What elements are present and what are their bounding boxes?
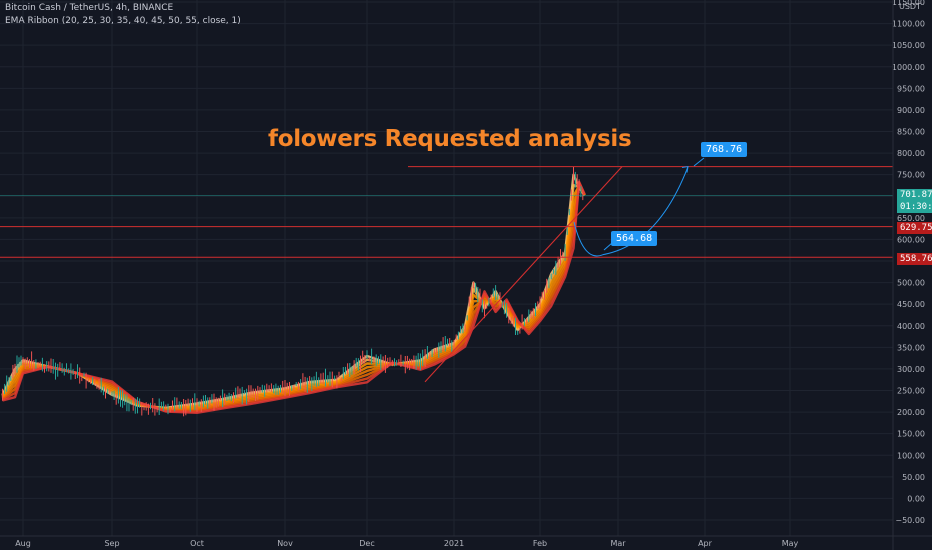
- price-tick-label: 400.00: [897, 322, 925, 331]
- price-tick-label: 300.00: [897, 365, 925, 374]
- price-tick-label: 800.00: [897, 149, 925, 158]
- price-tick-label: 850.00: [897, 128, 925, 137]
- price-tick-label: 950.00: [897, 84, 925, 93]
- ema-band: [2, 180, 586, 414]
- price-tick-label: 1050.00: [892, 41, 925, 50]
- time-tick-label: Sep: [104, 539, 119, 548]
- time-tick-label: Nov: [277, 539, 293, 548]
- time-tick-label: Feb: [533, 539, 547, 548]
- level-upper-badge: 629.75: [897, 222, 932, 234]
- trend-line: [424, 166, 623, 383]
- last-price-badge: 701.87: [897, 189, 932, 201]
- indicator-legend[interactable]: EMA Ribbon (20, 25, 30, 35, 40, 45, 50, …: [5, 16, 241, 26]
- time-axis: Aug Sep Oct Nov Dec 2021 Feb Mar Apr May: [0, 535, 932, 548]
- price-tick-label: 50.00: [902, 473, 925, 482]
- price-tick-label: 450.00: [897, 300, 925, 309]
- ema-band: [1, 173, 586, 409]
- price-tick-label: 600.00: [897, 235, 925, 244]
- dip-callout[interactable]: 564.68: [611, 231, 658, 246]
- price-tick-label: 1100.00: [892, 20, 925, 29]
- time-tick-label: Aug: [15, 539, 31, 548]
- price-tick-label: 500.00: [897, 279, 925, 288]
- time-tick-label: Mar: [610, 539, 626, 548]
- ema-band: [1, 184, 586, 410]
- time-tick-label: May: [782, 539, 799, 548]
- dip-pointer: [603, 242, 613, 251]
- target-callout[interactable]: 768.76: [701, 142, 748, 157]
- price-tick-label: 650.00: [897, 214, 925, 223]
- bar-countdown: 01:30:23: [897, 201, 932, 213]
- level-lower-badge: 558.76: [897, 253, 932, 265]
- time-tick-label: 2021: [444, 539, 464, 548]
- time-tick-label: Apr: [698, 539, 713, 548]
- price-tick-label: 100.00: [897, 451, 925, 460]
- time-tick-label: Oct: [190, 539, 204, 548]
- price-tick-label: 1000.00: [892, 63, 925, 72]
- price-tick-label: 150.00: [897, 430, 925, 439]
- price-axis: 1150.00 1100.00 1050.00 1000.00 950.00 900.00…: [892, 0, 925, 550]
- candles: [2, 167, 584, 417]
- price-tick-label: 900.00: [897, 106, 925, 115]
- price-tick-label: 250.00: [897, 387, 925, 396]
- price-levels: [0, 166, 893, 258]
- time-tick-label: Dec: [359, 539, 374, 548]
- price-tick-label: 1150.00: [892, 0, 925, 7]
- analysis-title: folowers Requested analysis: [268, 126, 632, 152]
- trend-drawings: [424, 157, 705, 383]
- projection-curve: [573, 166, 689, 257]
- projection-arrow: [681, 165, 689, 173]
- symbol-info[interactable]: Bitcoin Cash / TetherUS, 4h, BINANCE: [5, 3, 174, 13]
- price-tick-label: 350.00: [897, 343, 925, 352]
- grid-lines: [0, 0, 893, 536]
- currency-label: USDT: [899, 2, 921, 11]
- price-tick-label: 200.00: [897, 408, 925, 417]
- target-pointer: [693, 157, 705, 167]
- ema-ribbon: [1, 173, 586, 414]
- price-tick-label: 0.00: [907, 494, 925, 503]
- price-tick-label: 750.00: [897, 171, 925, 180]
- price-tick-label: −50.00: [895, 516, 925, 525]
